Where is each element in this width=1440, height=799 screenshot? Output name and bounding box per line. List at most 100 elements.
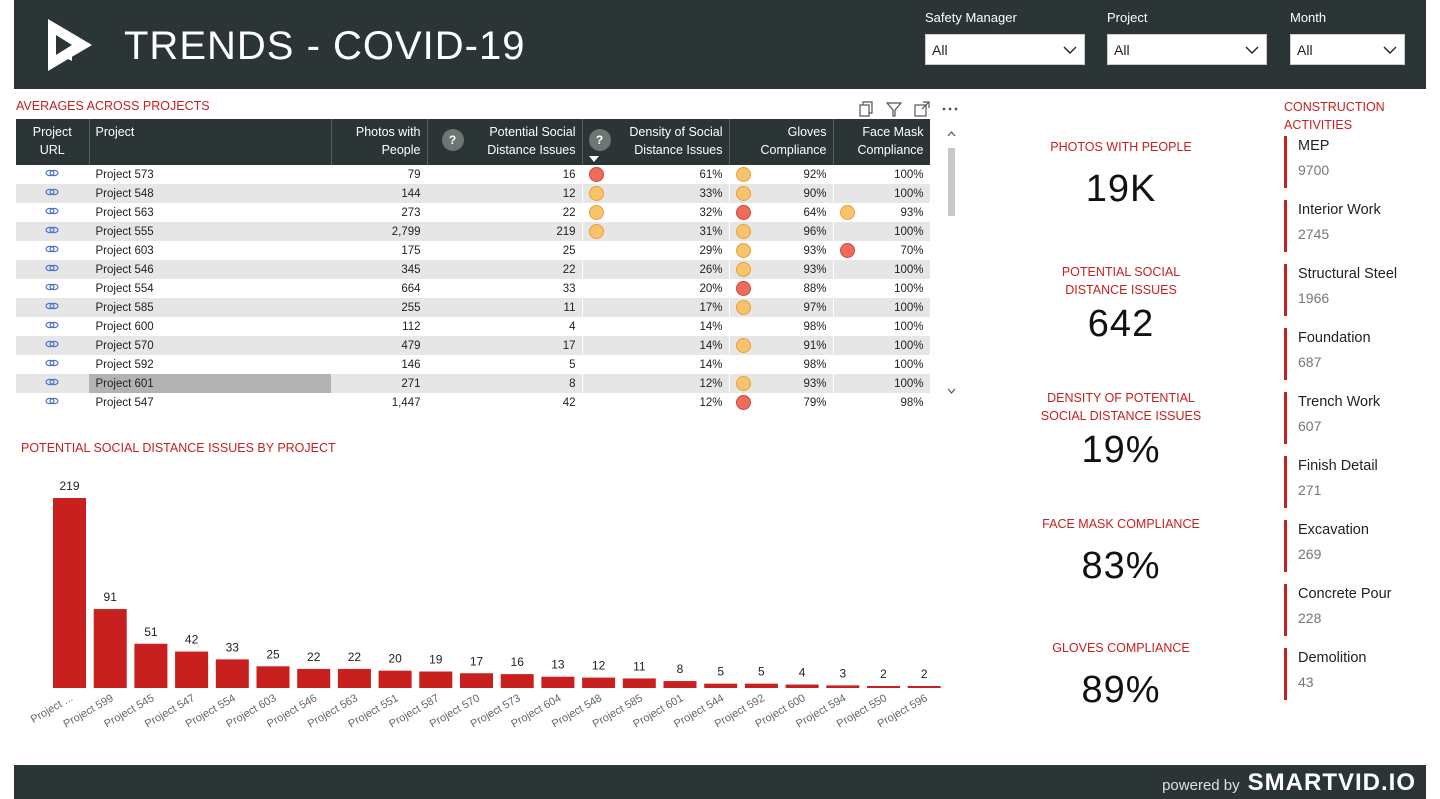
- project-url-cell[interactable]: [16, 184, 89, 203]
- table-row[interactable]: Project 603 175 25 29% 93% 70%: [16, 241, 930, 260]
- help-icon[interactable]: ?: [441, 129, 464, 151]
- chart-bar[interactable]: [907, 686, 941, 688]
- project-url-cell[interactable]: [16, 165, 89, 184]
- project-url-cell[interactable]: [16, 336, 89, 355]
- brand-logo[interactable]: SMARTVID.IO: [1247, 769, 1416, 796]
- link-icon[interactable]: [45, 225, 59, 235]
- chart-bar[interactable]: [215, 659, 249, 688]
- column-header-issues[interactable]: ? Potential Social Distance Issues: [427, 119, 583, 165]
- chart-bar[interactable]: [541, 676, 575, 688]
- link-icon[interactable]: [45, 320, 59, 330]
- table-row[interactable]: Project 555 2,799 219 31% 96% 100%: [16, 222, 930, 241]
- table-row[interactable]: Project 554 664 33 20% 88% 100%: [16, 279, 930, 298]
- link-icon[interactable]: [45, 206, 59, 216]
- table-scrollbar[interactable]: [945, 124, 958, 406]
- link-icon[interactable]: [45, 377, 59, 387]
- scroll-up-icon[interactable]: [945, 128, 958, 141]
- project-url-cell[interactable]: [16, 374, 89, 393]
- project-name-cell[interactable]: Project 555: [89, 222, 331, 241]
- column-header-density[interactable]: ? Density of Social Distance Issues: [582, 119, 730, 165]
- month-dropdown[interactable]: All: [1290, 34, 1405, 65]
- project-name-cell[interactable]: Project 601: [89, 374, 331, 393]
- project-url-cell[interactable]: [16, 279, 89, 298]
- activity-item[interactable]: Structural Steel 1966: [1284, 264, 1424, 316]
- project-url-cell[interactable]: [16, 355, 89, 374]
- link-icon[interactable]: [45, 301, 59, 311]
- project-name-cell[interactable]: Project 600: [95, 320, 154, 333]
- focus-mode-icon[interactable]: [913, 100, 931, 118]
- copy-icon[interactable]: [857, 100, 875, 118]
- filter-icon[interactable]: [885, 100, 903, 118]
- chart-bar[interactable]: [582, 677, 616, 688]
- more-options-icon[interactable]: [941, 100, 959, 118]
- project-name-cell[interactable]: Project 554: [95, 282, 154, 295]
- chart-bar[interactable]: [785, 684, 819, 688]
- sort-descending-icon[interactable]: [589, 156, 599, 162]
- link-icon[interactable]: [45, 187, 59, 197]
- chart-bar[interactable]: [867, 686, 900, 688]
- chart-bar[interactable]: [826, 685, 860, 688]
- project-url-cell[interactable]: [16, 222, 89, 241]
- project-url-cell[interactable]: [16, 241, 89, 260]
- chart-bar[interactable]: [419, 671, 453, 688]
- chart-bar[interactable]: [663, 681, 697, 688]
- table-row[interactable]: Project 548 144 12 33% 90% 100%: [16, 184, 930, 203]
- chart-bar[interactable]: [256, 666, 290, 688]
- activity-item[interactable]: Concrete Pour 228: [1284, 584, 1424, 636]
- link-icon[interactable]: [45, 168, 59, 178]
- chart-bar[interactable]: [337, 668, 371, 688]
- chart-bar[interactable]: [53, 498, 86, 688]
- project-dropdown[interactable]: All: [1107, 34, 1267, 65]
- scroll-down-icon[interactable]: [945, 384, 958, 397]
- chart-bar[interactable]: [175, 651, 209, 688]
- activity-item[interactable]: Interior Work 2745: [1284, 200, 1424, 252]
- project-url-cell[interactable]: [16, 393, 89, 412]
- activity-item[interactable]: Demolition 43: [1284, 648, 1424, 700]
- table-row[interactable]: Project 601 271 8 12% 93% 100%: [16, 374, 930, 393]
- project-name-cell[interactable]: Project 547: [95, 396, 154, 409]
- column-header-project-url[interactable]: Project URL: [16, 119, 90, 165]
- table-row[interactable]: Project 585 255 11 17% 97% 100%: [16, 298, 930, 317]
- chart-bar[interactable]: [622, 678, 656, 688]
- column-header-mask[interactable]: Face Mask Compliance: [833, 119, 930, 165]
- table-row[interactable]: Project 547 1,447 42 12% 79% 98%: [16, 393, 930, 412]
- link-icon[interactable]: [45, 244, 59, 254]
- project-name-cell[interactable]: Project 546: [89, 260, 331, 279]
- chart-bar[interactable]: [378, 670, 412, 688]
- table-row[interactable]: Project 570 479 17 14% 91% 100%: [16, 336, 930, 355]
- link-icon[interactable]: [45, 263, 59, 273]
- project-url-cell[interactable]: [16, 203, 89, 222]
- project-name-cell[interactable]: Project 570: [89, 336, 331, 355]
- project-name-cell[interactable]: Project 585: [89, 298, 331, 317]
- chart-bar[interactable]: [460, 673, 493, 688]
- column-header-photos[interactable]: Photos with People: [331, 119, 428, 165]
- project-url-cell[interactable]: [16, 317, 89, 336]
- project-name-cell[interactable]: Project 563: [95, 206, 154, 219]
- table-row[interactable]: Project 573 79 16 61% 92% 100%: [16, 165, 930, 184]
- link-icon[interactable]: [45, 396, 59, 406]
- chart-bar[interactable]: [297, 668, 331, 688]
- chart-bar[interactable]: [500, 674, 534, 688]
- project-name-cell[interactable]: Project 592: [95, 358, 154, 371]
- link-icon[interactable]: [45, 339, 59, 349]
- chart-bar[interactable]: [744, 683, 778, 688]
- table-row[interactable]: Project 600 112 4 14% 98% 100%: [16, 317, 930, 336]
- table-row[interactable]: Project 592 146 5 14% 98% 100%: [16, 355, 930, 374]
- project-name-cell[interactable]: Project 573: [95, 168, 154, 181]
- table-row[interactable]: Project 563 273 22 32% 64% 93%: [16, 203, 930, 222]
- table-row[interactable]: Project 546 345 22 26% 93% 100%: [16, 260, 930, 279]
- activity-item[interactable]: Excavation 269: [1284, 520, 1424, 572]
- chart-bar[interactable]: [704, 683, 738, 688]
- activity-item[interactable]: Finish Detail 271: [1284, 456, 1424, 508]
- project-url-cell[interactable]: [16, 260, 89, 279]
- activity-item[interactable]: Foundation 687: [1284, 328, 1424, 380]
- link-icon[interactable]: [45, 282, 59, 292]
- activity-item[interactable]: Trench Work 607: [1284, 392, 1424, 444]
- project-name-cell[interactable]: Project 603: [95, 244, 154, 257]
- column-header-project[interactable]: Project: [89, 119, 332, 165]
- chart-bar[interactable]: [93, 609, 127, 688]
- help-icon[interactable]: ?: [588, 129, 611, 151]
- safety-manager-dropdown[interactable]: All: [925, 34, 1085, 65]
- scroll-thumb[interactable]: [948, 148, 955, 216]
- project-name-cell[interactable]: Project 548: [89, 184, 331, 203]
